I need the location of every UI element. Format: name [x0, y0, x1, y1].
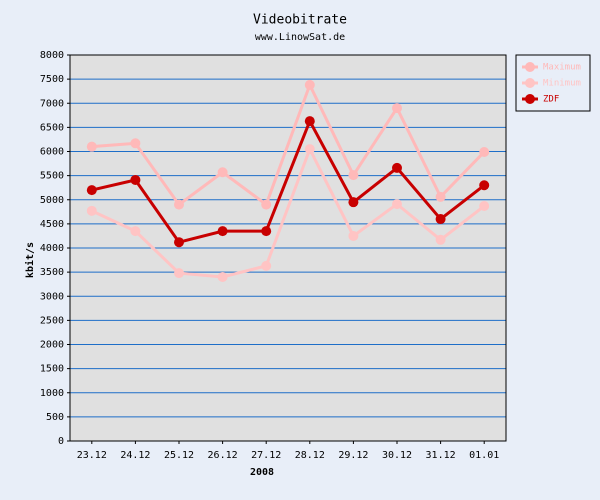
data-point	[130, 138, 141, 149]
data-point	[392, 103, 402, 114]
chart-subtitle: www.LinowSat.de	[255, 32, 345, 43]
legend-label: Maximum	[543, 63, 581, 73]
x-tick-label: 30.12	[382, 450, 412, 461]
y-tick-label: 2000	[40, 340, 64, 351]
data-point	[261, 260, 272, 271]
data-point	[217, 271, 228, 282]
x-tick-label: 29.12	[338, 450, 368, 461]
chart-title: Videobitrate	[253, 13, 347, 28]
x-tick-label: 23.12	[77, 450, 107, 461]
data-point	[217, 226, 228, 237]
y-tick-label: 6500	[40, 122, 64, 133]
data-point	[348, 170, 359, 181]
data-point	[435, 234, 446, 245]
y-tick-label: 4000	[40, 243, 64, 254]
legend-marker	[525, 62, 535, 72]
data-point	[479, 146, 490, 157]
data-point	[348, 230, 359, 241]
series-line	[91, 145, 486, 279]
y-tick-label: 5000	[40, 195, 64, 206]
y-tick-label: 7500	[40, 74, 64, 85]
y-axis-label: kbit/s	[24, 242, 36, 278]
data-point	[174, 237, 184, 248]
data-point	[348, 197, 359, 208]
y-tick-label: 1000	[40, 388, 64, 399]
x-tick-label: 01.01	[469, 450, 499, 461]
series-line	[91, 81, 486, 207]
data-point	[435, 191, 446, 202]
x-tick-label: 31.12	[426, 450, 456, 461]
x-tick-label: 24.12	[120, 450, 150, 461]
data-point	[86, 141, 97, 152]
data-point	[392, 199, 402, 210]
y-tick-label: 1500	[40, 364, 64, 375]
data-point	[130, 174, 141, 185]
x-tick-label: 27.12	[251, 450, 281, 461]
data-point	[392, 162, 402, 173]
y-tick-label: 7000	[40, 98, 64, 109]
x-tick-label: 25.12	[164, 450, 194, 461]
y-tick-label: 6000	[40, 147, 64, 158]
data-point	[130, 226, 141, 237]
data-point	[304, 79, 315, 90]
x-axis-label: 2008	[250, 467, 274, 478]
data-point	[174, 268, 184, 279]
data-point	[435, 214, 446, 225]
legend-marker	[525, 78, 535, 88]
data-point	[304, 144, 315, 155]
y-tick-label: 5500	[40, 171, 64, 182]
data-point	[86, 205, 97, 216]
series-line	[91, 117, 486, 244]
data-point	[86, 185, 97, 196]
legend-label: Minimum	[543, 79, 581, 89]
y-tick-label: 500	[46, 412, 64, 423]
y-tick-label: 8000	[40, 50, 64, 61]
x-tick-label: 26.12	[208, 450, 238, 461]
y-tick-label: 2500	[40, 315, 64, 326]
y-tick-label: 4500	[40, 219, 64, 230]
legend-marker	[525, 94, 535, 104]
data-point	[304, 116, 315, 127]
legend-label: ZDF	[543, 95, 559, 105]
data-point	[261, 199, 272, 210]
y-tick-label: 0	[58, 436, 64, 447]
data-point	[479, 201, 490, 212]
data-point	[174, 199, 184, 210]
plot-frame	[69, 54, 507, 442]
data-point	[479, 180, 490, 191]
data-point	[217, 167, 228, 178]
x-tick-label: 28.12	[295, 450, 325, 461]
y-tick-label: 3500	[40, 267, 64, 278]
data-point	[261, 226, 272, 237]
y-tick-label: 3000	[40, 291, 64, 302]
